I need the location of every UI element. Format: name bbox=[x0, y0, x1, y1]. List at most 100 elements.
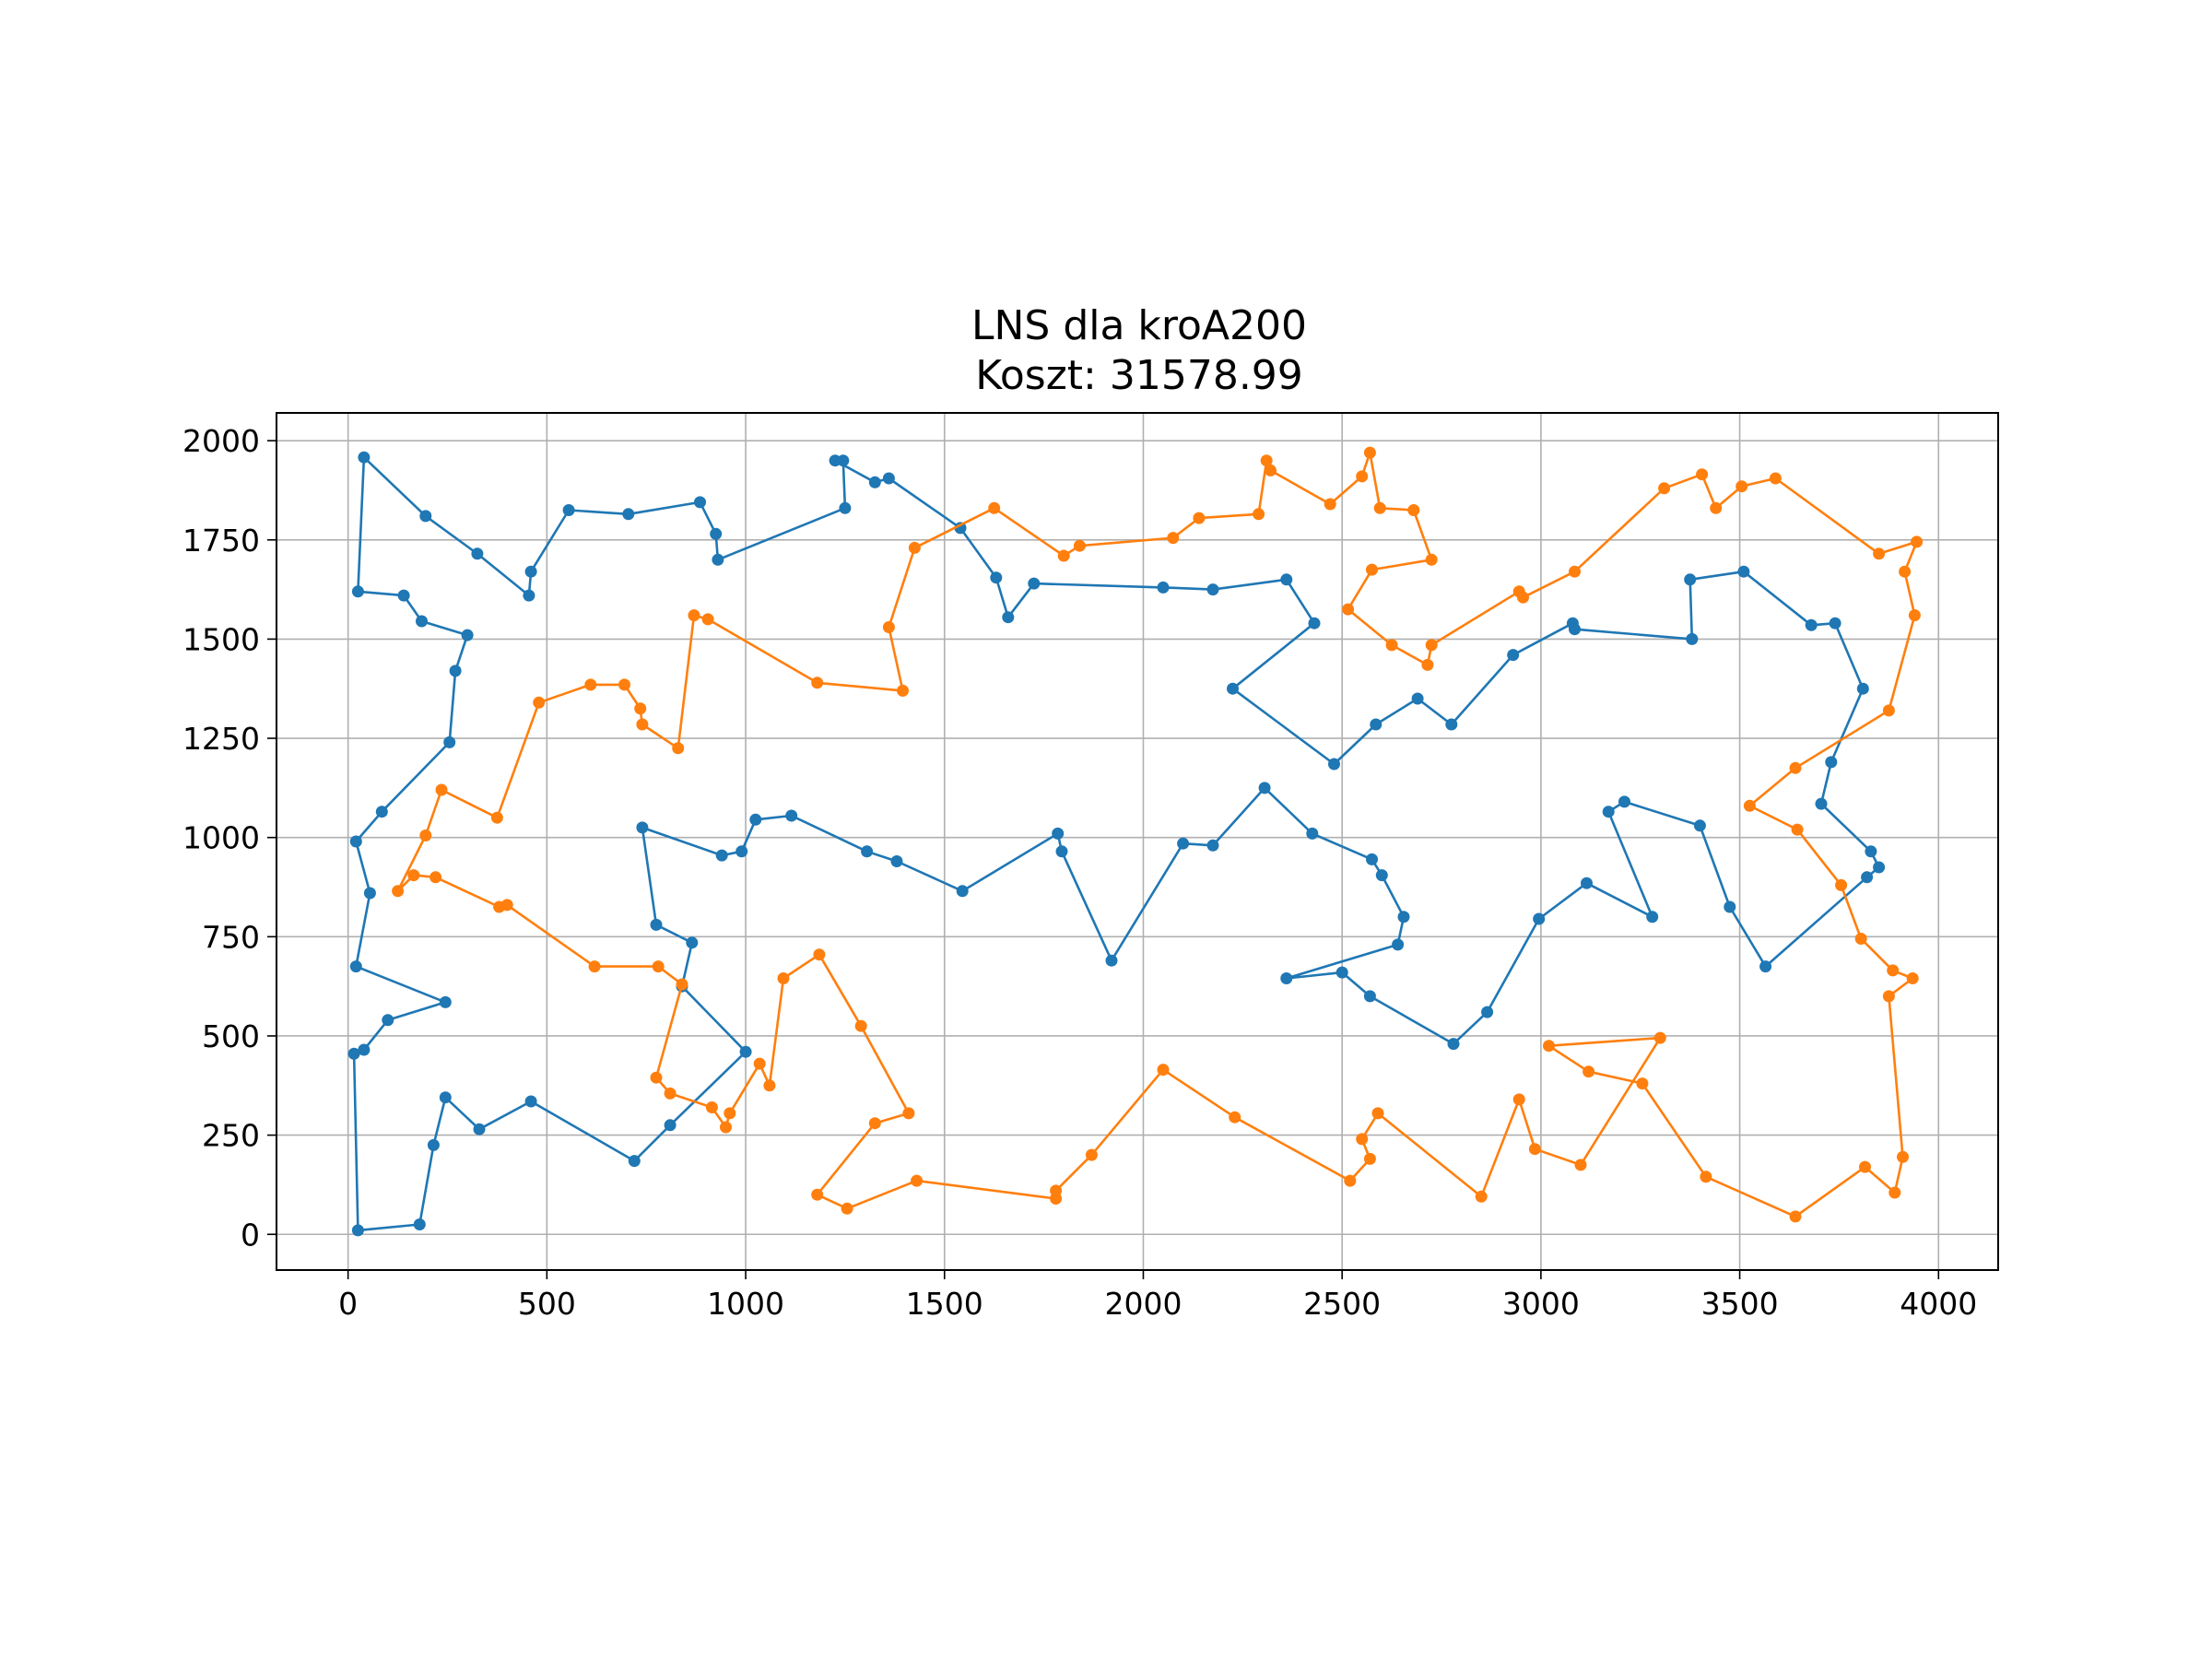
series-1-point bbox=[449, 665, 462, 677]
series-2-point bbox=[1342, 603, 1355, 616]
series-2-point bbox=[636, 718, 649, 731]
series-1-point bbox=[1280, 573, 1293, 586]
series-2-point bbox=[1873, 547, 1886, 560]
series-1-point bbox=[397, 589, 410, 602]
series-1-point bbox=[868, 476, 881, 488]
series-2-point bbox=[1363, 1152, 1376, 1165]
series-1-point bbox=[1445, 718, 1458, 731]
series-2-point bbox=[1363, 446, 1376, 459]
x-tick-label: 500 bbox=[518, 1286, 576, 1322]
series-1-point bbox=[1602, 806, 1615, 818]
series-1-point bbox=[954, 522, 967, 535]
series-2-point bbox=[490, 811, 503, 824]
series-1-point bbox=[1206, 583, 1219, 596]
series-2-point bbox=[688, 609, 700, 622]
series-2-point bbox=[902, 1107, 915, 1120]
series-2-point bbox=[753, 1057, 766, 1070]
y-tick-label: 250 bbox=[202, 1118, 260, 1154]
series-2-point bbox=[1193, 512, 1206, 524]
x-tick-label: 2500 bbox=[1303, 1286, 1381, 1322]
series-2-point bbox=[618, 678, 630, 691]
series-1-point bbox=[1815, 797, 1828, 810]
series-1-point bbox=[1392, 938, 1405, 951]
series-1-point bbox=[439, 1091, 452, 1104]
series-2-point bbox=[1344, 1174, 1357, 1187]
series-1-point bbox=[439, 995, 452, 1008]
series-2-point bbox=[435, 783, 448, 796]
series-1-point bbox=[349, 960, 362, 973]
x-tick-label: 3500 bbox=[1701, 1286, 1779, 1322]
series-1-point bbox=[1618, 795, 1630, 808]
series-2-point bbox=[1636, 1077, 1649, 1090]
y-tick-label: 500 bbox=[202, 1018, 260, 1054]
x-tick-label: 1000 bbox=[707, 1286, 784, 1322]
series-2-point bbox=[882, 621, 895, 633]
series-2-point bbox=[1887, 964, 1900, 977]
series-2-point bbox=[429, 871, 442, 884]
plot-series bbox=[347, 446, 1924, 1237]
series-2-point bbox=[811, 1188, 824, 1201]
series-2-point bbox=[763, 1079, 776, 1092]
series-1-point bbox=[622, 508, 635, 521]
chart-subtitle: Koszt: 31578.99 bbox=[975, 352, 1303, 399]
series-1-point bbox=[416, 615, 428, 628]
series-2-point bbox=[1407, 504, 1420, 516]
series-2-point bbox=[988, 501, 1001, 514]
series-1-point bbox=[358, 451, 371, 464]
series-1-point bbox=[712, 553, 724, 566]
series-2-point bbox=[1528, 1143, 1541, 1156]
series-1-point bbox=[861, 845, 874, 858]
series-2-point bbox=[1789, 1210, 1802, 1223]
series-1-point bbox=[839, 501, 852, 514]
series-1-point bbox=[1507, 649, 1520, 662]
series-2-point bbox=[1324, 498, 1336, 511]
series-2-point bbox=[634, 702, 647, 715]
series-1-point bbox=[349, 835, 362, 848]
series-1-point bbox=[363, 887, 376, 900]
x-tick-label: 4000 bbox=[1900, 1286, 1977, 1322]
series-2-point bbox=[1859, 1160, 1871, 1173]
series-2-point bbox=[407, 869, 420, 882]
series-1-point bbox=[1411, 692, 1424, 705]
series-1-point bbox=[1861, 871, 1874, 884]
series-2-point bbox=[1425, 639, 1438, 652]
series-1-point bbox=[636, 821, 649, 834]
series-2-point bbox=[1085, 1148, 1098, 1161]
series-1-point bbox=[473, 1123, 486, 1135]
series-2-point bbox=[1050, 1193, 1063, 1205]
series-2-point bbox=[1906, 972, 1919, 984]
series-2-point bbox=[1425, 553, 1438, 566]
series-1-point bbox=[1028, 577, 1041, 590]
series-1-point bbox=[524, 565, 537, 578]
series-2-point bbox=[811, 677, 824, 689]
series-2-point bbox=[1260, 454, 1273, 467]
series-2-point bbox=[854, 1019, 867, 1032]
series-1-point bbox=[1684, 573, 1697, 586]
series-1-point bbox=[1363, 990, 1376, 1003]
series-1-point bbox=[1759, 960, 1772, 973]
series-2-point bbox=[676, 978, 688, 991]
series-2-point bbox=[392, 885, 405, 898]
series-2-point bbox=[1888, 1186, 1901, 1199]
series-2-point bbox=[1696, 468, 1709, 481]
series-2-point bbox=[1743, 799, 1756, 812]
series-1-point bbox=[749, 813, 762, 826]
series-1-point bbox=[1105, 954, 1118, 967]
series-1-point bbox=[1737, 565, 1750, 578]
series-1-point bbox=[1865, 845, 1877, 858]
series-2-point bbox=[908, 541, 921, 554]
series-2-point bbox=[1574, 1159, 1587, 1171]
series-2-point bbox=[1569, 565, 1581, 578]
series-1-point bbox=[890, 855, 903, 867]
series-2-point bbox=[897, 684, 909, 697]
axis-ticks: 0 500 1000 1500 2000 2500 3000 3500 4000 0 250 500 7… bbox=[182, 423, 1977, 1322]
series-1-point bbox=[956, 885, 969, 898]
series-1-point bbox=[1280, 972, 1293, 984]
series-1-point bbox=[1481, 1006, 1494, 1018]
series-1-point bbox=[686, 936, 699, 949]
series-1-point bbox=[1206, 839, 1219, 852]
series-2-point bbox=[672, 742, 685, 755]
series-1-point bbox=[562, 504, 575, 516]
series-2-point bbox=[1854, 933, 1867, 945]
